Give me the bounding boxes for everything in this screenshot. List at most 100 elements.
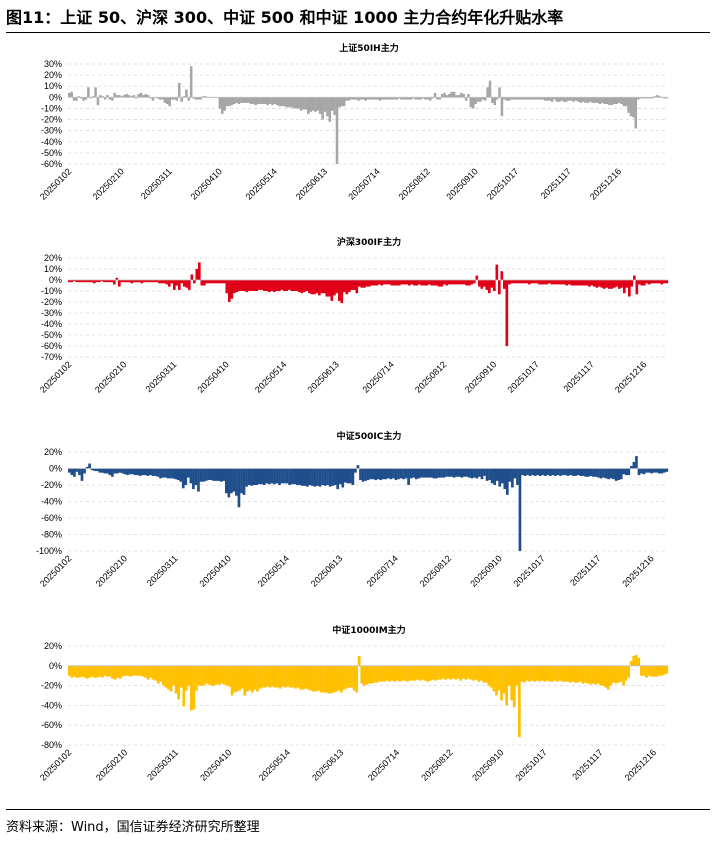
- bar: [311, 97, 315, 111]
- bar: [362, 97, 365, 100]
- bar: [110, 280, 114, 283]
- bar: [220, 665, 224, 684]
- bar: [310, 280, 314, 295]
- bar: [430, 468, 433, 478]
- bar: [135, 280, 139, 283]
- bar: [444, 665, 447, 680]
- bar: [538, 665, 542, 682]
- bar: [121, 665, 125, 677]
- bar: [141, 468, 145, 476]
- bar: [276, 665, 280, 688]
- bar: [180, 97, 183, 102]
- bar: [609, 468, 613, 479]
- bar: [591, 97, 595, 103]
- bar: [345, 665, 348, 689]
- bar: [259, 97, 262, 104]
- bar: [435, 468, 438, 479]
- bar: [350, 280, 354, 290]
- bar: [507, 665, 511, 686]
- bar: [505, 468, 509, 495]
- bar: [463, 280, 466, 285]
- bar: [518, 280, 521, 284]
- bar: [190, 665, 193, 711]
- bar: [373, 280, 376, 286]
- bar: [402, 468, 405, 480]
- bar: [175, 280, 179, 286]
- bar: [534, 97, 537, 100]
- bar: [663, 97, 666, 99]
- bar: [313, 468, 317, 487]
- bar: [612, 665, 615, 683]
- bar: [170, 97, 174, 100]
- x-tick-label: 20250410: [198, 747, 233, 782]
- bar: [242, 468, 246, 495]
- bar: [78, 468, 81, 476]
- bar: [398, 280, 401, 286]
- y-tick-label: 30%: [44, 59, 62, 69]
- bar: [299, 665, 303, 690]
- bar: [70, 468, 74, 476]
- bar: [408, 665, 412, 681]
- bar: [68, 280, 71, 283]
- bar: [174, 665, 178, 694]
- bar: [486, 87, 489, 98]
- bar: [614, 665, 618, 684]
- bar: [257, 468, 261, 485]
- bar: [520, 665, 524, 682]
- bar: [665, 468, 669, 472]
- bar: [581, 97, 585, 102]
- x-tick-label: 20251017: [506, 359, 541, 394]
- bar: [636, 97, 640, 100]
- bar: [665, 665, 669, 674]
- bar: [323, 468, 327, 486]
- bar: [199, 468, 203, 482]
- bar: [423, 280, 426, 286]
- bar: [144, 665, 147, 678]
- x-tick-label: 20250910: [468, 553, 503, 588]
- bar: [308, 280, 311, 294]
- bar: [381, 97, 384, 100]
- bar: [166, 97, 169, 104]
- bar: [159, 665, 163, 682]
- x-tick-label: 20251017: [511, 553, 546, 588]
- bar: [265, 468, 269, 484]
- bar: [388, 280, 391, 285]
- x-tick-label: 20251117: [570, 747, 604, 781]
- bar: [472, 665, 475, 681]
- bar: [94, 87, 97, 98]
- bar: [128, 468, 132, 475]
- bar: [369, 97, 372, 100]
- bar: [333, 280, 336, 296]
- bar: [419, 468, 423, 478]
- bar: [202, 665, 206, 686]
- bar: [538, 468, 542, 476]
- bar: [620, 97, 623, 104]
- bar: [254, 97, 257, 106]
- bar: [495, 665, 498, 696]
- bar: [133, 280, 136, 283]
- bar: [155, 280, 159, 283]
- bar: [413, 665, 417, 681]
- bar: [632, 97, 635, 118]
- bar: [569, 468, 572, 476]
- bar: [397, 468, 400, 480]
- bar: [307, 97, 310, 114]
- bar: [481, 97, 485, 100]
- bar: [605, 97, 609, 104]
- bar: [227, 468, 231, 498]
- bar: [425, 280, 429, 286]
- bar: [316, 97, 320, 111]
- bar: [581, 665, 585, 684]
- y-tick-label: -40%: [41, 700, 62, 710]
- bar: [197, 468, 200, 492]
- bar: [281, 665, 285, 687]
- bar: [202, 468, 205, 482]
- bar: [106, 665, 109, 677]
- bar: [454, 665, 458, 680]
- bar: [645, 665, 648, 678]
- bar: [628, 280, 631, 297]
- bar: [588, 280, 591, 287]
- chart-title: 中证500IC主力: [337, 430, 402, 442]
- bar: [515, 280, 519, 284]
- bar: [111, 665, 114, 679]
